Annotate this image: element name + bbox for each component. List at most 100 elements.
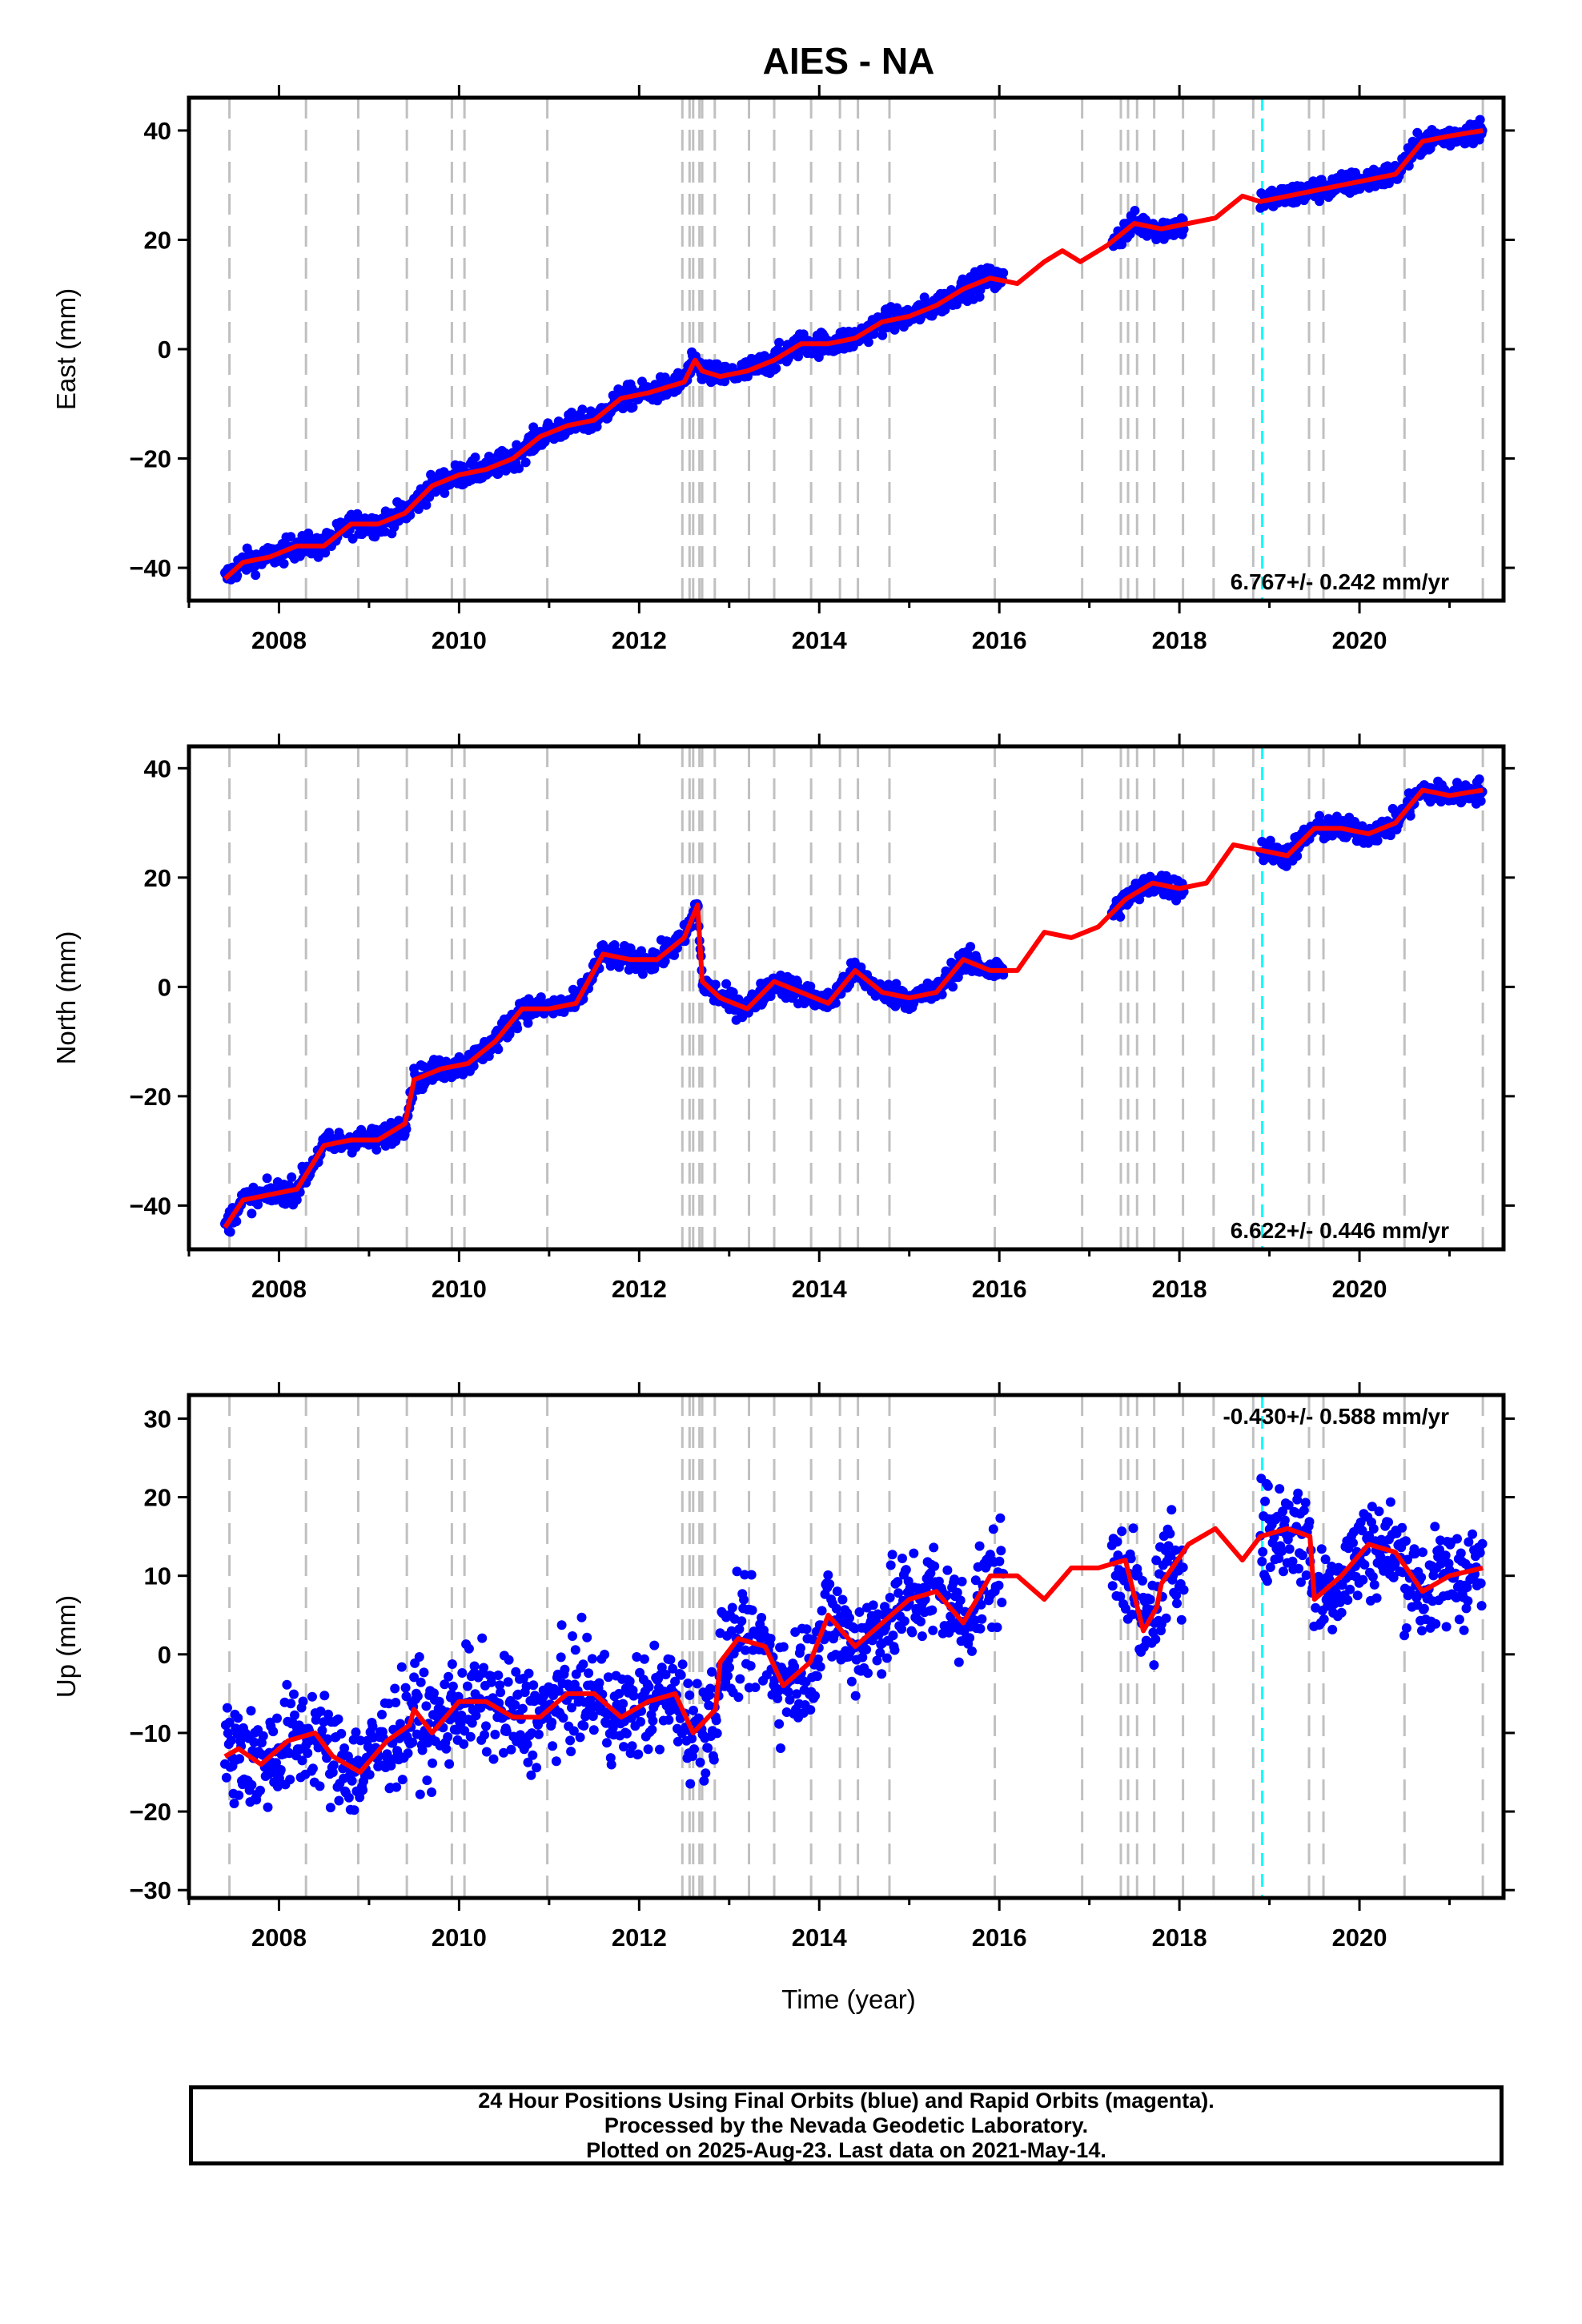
daily-position-point bbox=[528, 1750, 538, 1760]
daily-position-point bbox=[349, 1805, 359, 1815]
daily-position-point bbox=[725, 1663, 734, 1673]
daily-position-point bbox=[493, 1671, 504, 1680]
daily-position-point bbox=[1430, 1522, 1440, 1532]
daily-position-point bbox=[628, 1691, 639, 1701]
daily-position-point bbox=[477, 1633, 488, 1643]
daily-position-point bbox=[976, 1599, 986, 1610]
daily-position-point bbox=[523, 1757, 533, 1767]
daily-position-point bbox=[728, 987, 738, 998]
daily-position-point bbox=[428, 1758, 438, 1768]
daily-position-point bbox=[614, 1688, 624, 1699]
daily-position-point bbox=[734, 1624, 745, 1634]
daily-position-point bbox=[670, 1676, 681, 1687]
daily-position-point bbox=[1170, 1545, 1181, 1555]
daily-position-point bbox=[685, 1779, 696, 1789]
daily-position-point bbox=[421, 500, 432, 510]
daily-position-point bbox=[703, 1743, 713, 1753]
daily-position-point bbox=[325, 1803, 335, 1813]
daily-position-point bbox=[476, 1703, 486, 1713]
x-tick-label: 2018 bbox=[1152, 1924, 1207, 1952]
daily-position-point bbox=[1316, 1544, 1327, 1554]
daily-position-point bbox=[1327, 1624, 1338, 1634]
daily-position-point bbox=[1300, 1498, 1311, 1508]
daily-position-point bbox=[815, 1662, 825, 1672]
daily-position-point bbox=[1279, 1515, 1290, 1526]
daily-position-point bbox=[343, 1792, 354, 1803]
daily-position-point bbox=[655, 1744, 665, 1755]
daily-position-point bbox=[588, 1711, 598, 1721]
x-tick-label: 2010 bbox=[432, 626, 487, 654]
daily-position-point bbox=[226, 1735, 236, 1746]
daily-position-point bbox=[1476, 796, 1486, 806]
daily-position-point bbox=[676, 1670, 686, 1680]
daily-position-point bbox=[861, 1644, 872, 1655]
daily-position-point bbox=[1359, 1559, 1370, 1570]
daily-position-point bbox=[1287, 1556, 1298, 1566]
daily-position-point bbox=[327, 1767, 338, 1778]
daily-position-point bbox=[1368, 1524, 1379, 1534]
daily-position-point bbox=[225, 1227, 235, 1237]
daily-position-point bbox=[1258, 1546, 1268, 1557]
daily-position-point bbox=[457, 1668, 468, 1678]
x-tick-label: 2008 bbox=[251, 626, 307, 654]
daily-position-point bbox=[371, 1144, 382, 1155]
x-tick-label: 2012 bbox=[612, 626, 667, 654]
daily-position-point bbox=[632, 1652, 642, 1662]
daily-position-point bbox=[1371, 1593, 1382, 1603]
daily-position-point bbox=[1476, 1578, 1486, 1589]
daily-position-point bbox=[757, 1613, 767, 1622]
daily-position-point bbox=[1345, 1584, 1355, 1594]
daily-position-point bbox=[726, 1626, 737, 1636]
daily-position-point bbox=[810, 1691, 820, 1701]
daily-position-point bbox=[347, 1775, 357, 1786]
y-tick-label: −40 bbox=[129, 1192, 171, 1220]
daily-position-point bbox=[1331, 1587, 1341, 1598]
daily-position-point bbox=[303, 1748, 313, 1759]
daily-position-point bbox=[453, 1691, 464, 1702]
daily-position-point bbox=[712, 1728, 722, 1739]
daily-position-point bbox=[553, 1686, 564, 1696]
daily-position-point bbox=[929, 1542, 939, 1553]
daily-position-point bbox=[1275, 1484, 1285, 1494]
daily-position-point bbox=[660, 956, 670, 967]
daily-position-point bbox=[1367, 1571, 1378, 1582]
x-tick-label: 2012 bbox=[612, 1924, 667, 1952]
daily-position-point bbox=[889, 1645, 900, 1655]
daily-position-point bbox=[351, 1727, 361, 1738]
x-tick-label: 2014 bbox=[792, 626, 848, 654]
y-tick-label: −30 bbox=[129, 1876, 171, 1904]
daily-position-point bbox=[1128, 1523, 1138, 1534]
daily-position-point bbox=[1292, 850, 1303, 861]
daily-position-point bbox=[643, 1744, 653, 1755]
daily-position-point bbox=[673, 1736, 683, 1747]
daily-position-point bbox=[594, 1678, 604, 1688]
daily-position-point bbox=[1383, 1517, 1393, 1527]
daily-position-point bbox=[688, 1751, 698, 1761]
daily-position-point bbox=[403, 1748, 413, 1759]
daily-position-point bbox=[253, 1200, 263, 1210]
daily-position-point bbox=[901, 1565, 911, 1575]
daily-position-point bbox=[628, 402, 638, 412]
daily-position-point bbox=[867, 1635, 877, 1646]
daily-position-point bbox=[1419, 1603, 1429, 1614]
daily-position-point bbox=[765, 1634, 776, 1644]
daily-position-point bbox=[1416, 1572, 1427, 1582]
daily-position-point bbox=[825, 1579, 835, 1590]
daily-position-point bbox=[792, 1689, 802, 1699]
daily-position-point bbox=[235, 1754, 245, 1764]
velocity-rate-label: 6.767+/- 0.242 mm/yr bbox=[1231, 569, 1449, 594]
daily-position-point bbox=[364, 1770, 375, 1779]
daily-position-point bbox=[644, 1682, 654, 1692]
daily-position-point bbox=[695, 1757, 705, 1767]
daily-position-points bbox=[220, 115, 1488, 585]
daily-position-point bbox=[499, 1747, 508, 1758]
daily-position-point bbox=[1283, 1500, 1294, 1510]
daily-position-point bbox=[247, 1208, 257, 1219]
daily-position-point bbox=[602, 1738, 612, 1748]
daily-position-point bbox=[1265, 1562, 1275, 1572]
daily-position-point bbox=[1319, 1614, 1329, 1624]
daily-position-point bbox=[232, 570, 243, 581]
daily-position-point bbox=[570, 1645, 580, 1655]
daily-position-point bbox=[909, 1548, 919, 1558]
daily-position-point bbox=[282, 1679, 292, 1690]
